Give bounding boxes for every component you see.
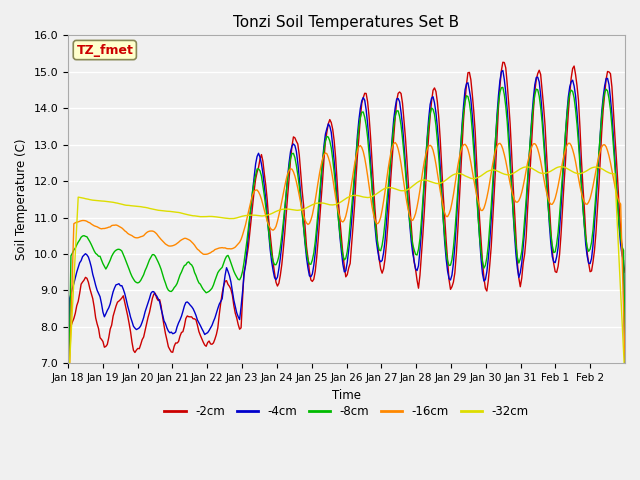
-8cm <box>499 84 507 90</box>
-16cm <box>463 143 470 149</box>
-32cm <box>64 390 72 396</box>
-32cm <box>544 169 552 175</box>
Line: -32cm: -32cm <box>68 167 625 393</box>
-4cm <box>64 405 72 410</box>
-16cm <box>83 218 91 224</box>
-4cm <box>100 314 108 320</box>
-8cm <box>621 340 629 346</box>
Text: TZ_fmet: TZ_fmet <box>76 44 133 57</box>
-2cm <box>461 98 469 104</box>
-32cm <box>461 173 469 179</box>
-16cm <box>618 254 626 260</box>
Line: -2cm: -2cm <box>68 62 625 470</box>
-8cm <box>351 170 358 176</box>
-2cm <box>83 276 91 281</box>
-2cm <box>621 269 629 275</box>
X-axis label: Time: Time <box>332 389 361 402</box>
-8cm <box>83 234 91 240</box>
Legend: -2cm, -4cm, -8cm, -16cm, -32cm: -2cm, -4cm, -8cm, -16cm, -32cm <box>160 401 533 423</box>
-2cm <box>64 468 72 473</box>
-16cm <box>545 199 553 205</box>
-8cm <box>461 99 469 105</box>
-8cm <box>64 436 72 442</box>
-2cm <box>545 203 553 208</box>
-4cm <box>621 378 629 384</box>
-2cm <box>618 246 626 252</box>
-16cm <box>621 358 629 364</box>
-32cm <box>621 378 629 384</box>
-8cm <box>545 217 553 223</box>
-16cm <box>392 140 399 145</box>
-4cm <box>499 68 507 73</box>
-8cm <box>618 244 626 250</box>
-32cm <box>618 319 626 325</box>
-16cm <box>351 162 358 168</box>
-8cm <box>100 264 108 269</box>
-32cm <box>351 192 358 198</box>
-2cm <box>351 203 358 209</box>
-16cm <box>64 419 72 424</box>
-32cm <box>557 164 565 169</box>
-4cm <box>83 252 91 258</box>
Title: Tonzi Soil Temperatures Set B: Tonzi Soil Temperatures Set B <box>234 15 460 30</box>
-4cm <box>461 87 469 93</box>
Line: -4cm: -4cm <box>68 71 625 408</box>
Line: -16cm: -16cm <box>68 143 625 421</box>
-4cm <box>618 252 626 258</box>
-16cm <box>100 226 108 231</box>
-2cm <box>100 344 108 350</box>
Line: -8cm: -8cm <box>68 87 625 439</box>
-2cm <box>499 60 507 65</box>
-32cm <box>83 196 91 202</box>
-32cm <box>100 198 108 204</box>
Y-axis label: Soil Temperature (C): Soil Temperature (C) <box>15 139 28 260</box>
-4cm <box>545 222 553 228</box>
-4cm <box>351 176 358 181</box>
